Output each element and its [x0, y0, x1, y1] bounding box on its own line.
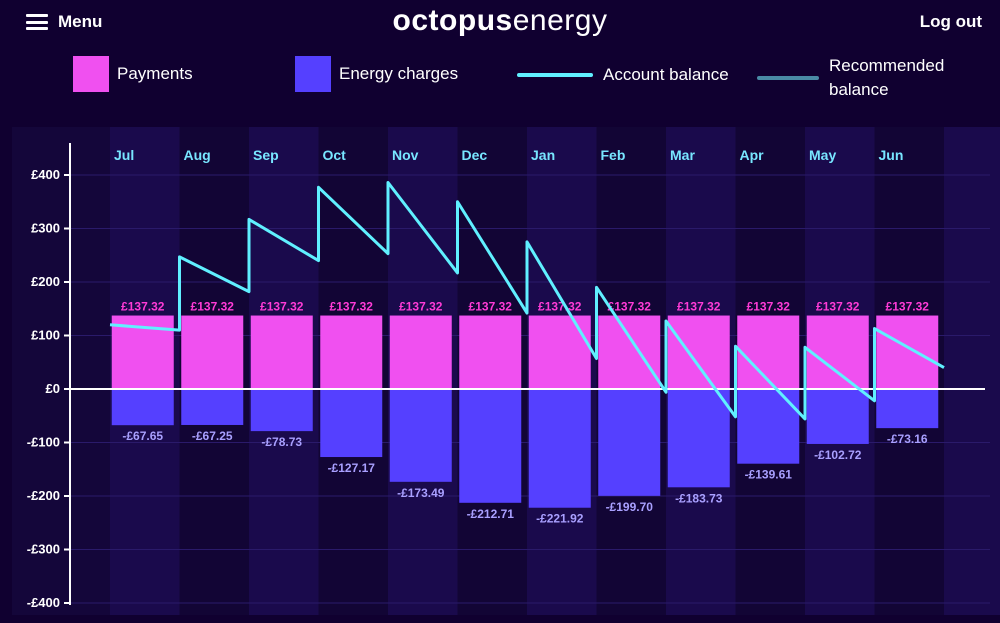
month-label: Mar: [670, 147, 695, 163]
logo-bold-text: octopus: [392, 4, 513, 37]
payment-value-label: £137.32: [191, 300, 235, 314]
energy-charge-value-label: -£102.72: [814, 448, 862, 462]
payment-bar: [737, 315, 800, 389]
legend-energy-charges-label: Energy charges: [339, 64, 459, 83]
recommended-balance-line-icon: [757, 76, 819, 80]
payment-bar: [528, 315, 591, 389]
y-tick-label: £100: [31, 328, 60, 343]
energy-charge-bar: [320, 389, 383, 458]
payment-value-label: £137.32: [677, 300, 721, 314]
legend-recommended-balance: Recommended balance: [757, 54, 944, 102]
month-label: Apr: [740, 147, 765, 163]
energy-charge-value-label: -£67.25: [192, 429, 233, 443]
month-label: Aug: [184, 147, 211, 163]
payment-value-label: £137.32: [886, 300, 930, 314]
legend-payments-label: Payments: [117, 64, 193, 83]
payment-bar: [389, 315, 452, 389]
legend-payments: Payments: [73, 56, 193, 92]
payment-bar: [598, 315, 661, 389]
energy-charge-value-label: -£212.71: [467, 507, 515, 521]
payment-value-label: £137.32: [260, 300, 304, 314]
energy-charge-bar: [459, 389, 522, 503]
y-tick-label: £200: [31, 274, 60, 289]
energy-charge-value-label: -£139.61: [745, 468, 793, 482]
energy-charge-bar: [737, 389, 800, 464]
legend-recommended-label-1: Recommended: [829, 56, 945, 75]
legend-recommended-label-2: balance: [829, 80, 889, 99]
y-tick-label: -£400: [27, 595, 60, 610]
energy-charge-value-label: -£199.70: [606, 500, 654, 514]
energy-charge-value-label: -£67.65: [122, 429, 163, 443]
payment-value-label: £137.32: [816, 300, 860, 314]
payment-value-label: £137.32: [330, 300, 374, 314]
energy-charge-bar: [250, 389, 313, 432]
hamburger-icon: [26, 14, 48, 30]
energy-charge-value-label: -£127.17: [328, 461, 376, 475]
y-tick-label: £400: [31, 167, 60, 182]
payment-value-label: £137.32: [121, 300, 165, 314]
legend-energy-charges: Energy charges: [295, 56, 458, 92]
energy-charge-value-label: -£78.73: [261, 435, 302, 449]
energy-charge-bar: [111, 389, 174, 426]
y-tick-label: -£100: [27, 435, 60, 450]
payment-value-label: £137.32: [538, 300, 582, 314]
payments-swatch: [73, 56, 109, 92]
y-tick-label: £0: [46, 381, 60, 396]
month-label: Dec: [462, 147, 488, 163]
octopus-energy-logo[interactable]: octopusenergy: [0, 4, 1000, 38]
column-band: [944, 127, 1000, 615]
energy-charge-bar: [806, 389, 869, 444]
top-bar: Menu octopusenergy Log out: [0, 0, 1000, 48]
payment-value-label: £137.32: [608, 300, 652, 314]
payment-bar: [320, 315, 383, 389]
month-label: Jan: [531, 147, 555, 163]
month-label: May: [809, 147, 836, 163]
payment-value-label: £137.32: [469, 300, 513, 314]
month-label: Nov: [392, 147, 419, 163]
payment-bar: [806, 315, 869, 389]
chart-legend: Payments Energy charges Account balance …: [0, 54, 1000, 114]
legend-account-balance-label: Account balance: [603, 65, 729, 84]
payment-bar: [459, 315, 522, 389]
legend-account-balance: Account balance: [517, 65, 729, 85]
payment-value-label: £137.32: [747, 300, 791, 314]
payment-bar: [181, 315, 244, 389]
energy-charge-bar: [667, 389, 730, 488]
payment-bar: [250, 315, 313, 389]
energy-charges-swatch: [295, 56, 331, 92]
y-tick-label: £300: [31, 221, 60, 236]
month-label: Jul: [114, 147, 134, 163]
energy-charge-value-label: -£183.73: [675, 491, 723, 505]
menu-label: Menu: [58, 12, 103, 31]
account-balance-line: [109, 180, 945, 421]
menu-button[interactable]: Menu: [26, 12, 102, 32]
energy-charge-bar: [181, 389, 244, 425]
energy-charge-bar: [528, 389, 591, 508]
month-label: Sep: [253, 147, 279, 163]
logout-button[interactable]: Log out: [919, 12, 982, 31]
energy-charge-bar: [598, 389, 661, 496]
logo-light-text: energy: [512, 4, 608, 37]
month-label: Jun: [879, 147, 904, 163]
energy-charge-bar: [876, 389, 939, 429]
account-balance-line-icon: [517, 73, 593, 77]
payment-bar: [876, 315, 939, 389]
y-tick-label: -£300: [27, 542, 60, 557]
payment-bar: [667, 315, 730, 389]
payment-value-label: £137.32: [399, 300, 443, 314]
energy-charge-bar: [389, 389, 452, 482]
month-label: Oct: [323, 147, 347, 163]
energy-charge-value-label: -£73.16: [887, 432, 928, 446]
y-tick-label: -£200: [27, 488, 60, 503]
energy-charge-value-label: -£173.49: [397, 486, 445, 500]
month-label: Feb: [601, 147, 626, 163]
energy-charge-value-label: -£221.92: [536, 512, 584, 526]
